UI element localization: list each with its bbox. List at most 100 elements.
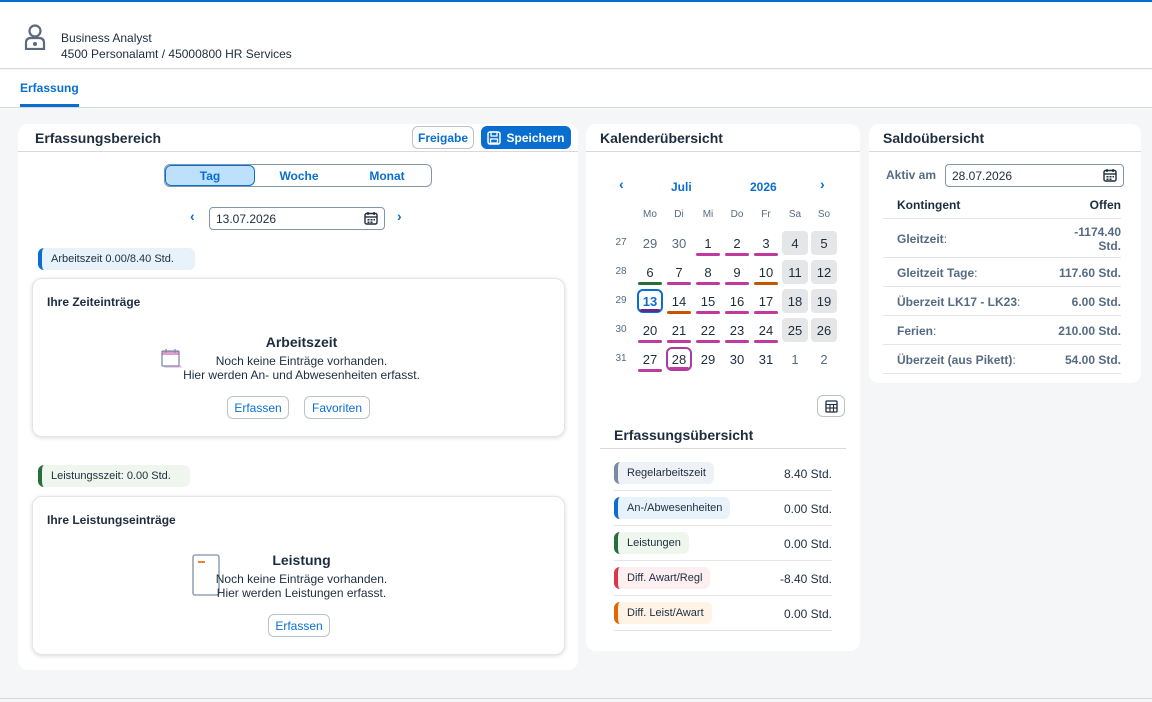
calendar-day[interactable]: 26 bbox=[811, 318, 837, 342]
abwesenheiten-tag: An-/Abwesenheiten bbox=[614, 497, 731, 519]
day-number: 5 bbox=[820, 235, 828, 251]
day-status-bar bbox=[754, 311, 778, 314]
day-number: 1 bbox=[704, 235, 712, 251]
calendar-day[interactable]: 2 bbox=[811, 347, 837, 371]
day-number: 2 bbox=[820, 351, 828, 367]
calendar-day[interactable]: 25 bbox=[782, 318, 808, 342]
calendar-day[interactable]: 2 bbox=[724, 231, 750, 256]
calendar-day[interactable]: 1 bbox=[695, 231, 721, 256]
calendar-day[interactable]: 21 bbox=[666, 318, 692, 343]
calendar-day[interactable]: 9 bbox=[724, 260, 750, 285]
calendar-day[interactable]: 13 bbox=[637, 289, 663, 313]
calendar-day[interactable]: 29 bbox=[637, 231, 663, 255]
prev-day-button[interactable]: ‹ bbox=[190, 208, 195, 224]
calendar-day[interactable]: 29 bbox=[695, 347, 721, 371]
table-icon bbox=[824, 399, 838, 413]
day-status-bar bbox=[754, 340, 778, 343]
calendar-day[interactable]: 11 bbox=[782, 260, 808, 284]
calendar-day[interactable]: 30 bbox=[666, 231, 692, 255]
date-value: 13.07.2026 bbox=[216, 211, 277, 226]
tab-bar: Erfassung bbox=[0, 70, 1152, 108]
calendar-day[interactable]: 27 bbox=[637, 347, 663, 372]
calendar-day[interactable]: 31 bbox=[753, 347, 779, 371]
day-status-bar bbox=[754, 253, 778, 256]
day-number: 27 bbox=[642, 351, 658, 367]
arbeitszeit-empty-line2: Hier werden An- und Abwesenheiten erfass… bbox=[183, 368, 420, 382]
year-label[interactable]: 2026 bbox=[750, 180, 777, 194]
week-number: 30 bbox=[615, 324, 627, 335]
day-status-bar bbox=[725, 282, 749, 285]
saldo-label-text: Überzeit (aus Pikett) bbox=[897, 353, 1013, 367]
calendar-day[interactable]: 5 bbox=[811, 231, 837, 255]
erfassung-row: Diff. Awart/Regl -8.40 Std. bbox=[614, 561, 832, 596]
saldo-value: 6.00 Std. bbox=[1071, 295, 1121, 309]
zeit-erfassen-button[interactable]: Erfassen bbox=[227, 396, 289, 419]
day-number: 3 bbox=[762, 235, 770, 251]
divider bbox=[586, 151, 860, 152]
calendar-view-button[interactable] bbox=[817, 395, 845, 417]
leistung-heading: Leistung bbox=[272, 552, 331, 568]
calendar-day[interactable]: 12 bbox=[811, 260, 837, 284]
day-number: 9 bbox=[733, 264, 741, 280]
divider bbox=[18, 151, 578, 152]
favoriten-button[interactable]: Favoriten bbox=[304, 396, 370, 419]
next-month-button[interactable]: › bbox=[820, 176, 825, 192]
calendar-day[interactable]: 8 bbox=[695, 260, 721, 285]
calendar-day[interactable]: 17 bbox=[753, 289, 779, 314]
calendar-day[interactable]: 15 bbox=[695, 289, 721, 314]
date-input[interactable]: 13.07.2026 bbox=[209, 207, 385, 230]
regelarbeitszeit-value: 8.40 Std. bbox=[783, 467, 832, 481]
week-number: 29 bbox=[615, 295, 627, 306]
week-number: 31 bbox=[615, 353, 627, 364]
calendar-day[interactable]: 24 bbox=[753, 318, 779, 343]
calendar-day[interactable]: 3 bbox=[753, 231, 779, 256]
day-number: 16 bbox=[729, 293, 745, 309]
next-day-button[interactable]: › bbox=[397, 208, 402, 224]
calendar-day[interactable]: 16 bbox=[724, 289, 750, 314]
diff-leist-awart-tag: Diff. Leist/Awart bbox=[614, 602, 712, 624]
calendar-day[interactable]: 1 bbox=[782, 347, 808, 371]
calendar-day[interactable]: 18 bbox=[782, 289, 808, 313]
calendar-day[interactable]: 7 bbox=[666, 260, 692, 285]
freigabe-button[interactable]: Freigabe bbox=[412, 126, 474, 149]
tab-erfassung[interactable]: Erfassung bbox=[20, 81, 79, 107]
day-number: 13 bbox=[642, 293, 658, 309]
abwesenheiten-value: 0.00 Std. bbox=[783, 502, 832, 516]
erfassungsuebersicht-title: Erfassungsübersicht bbox=[614, 427, 754, 443]
leistung-erfassen-button[interactable]: Erfassen bbox=[268, 614, 330, 637]
calendar-day[interactable]: 23 bbox=[724, 318, 750, 343]
aktiv-date-input[interactable]: 28.07.2026 bbox=[945, 164, 1124, 187]
calendar-day[interactable]: 19 bbox=[811, 289, 837, 313]
calendar-day[interactable]: 6 bbox=[637, 260, 663, 285]
calendar-day[interactable]: 30 bbox=[724, 347, 750, 371]
calendar-icon[interactable] bbox=[364, 211, 378, 225]
day-status-bar bbox=[638, 369, 662, 372]
segment-woche[interactable]: Woche bbox=[279, 168, 319, 183]
speichern-button[interactable]: Speichern bbox=[481, 126, 571, 149]
calendar-day[interactable]: 14 bbox=[666, 289, 692, 314]
saldo-label-suffix: : bbox=[1017, 295, 1021, 309]
prev-month-button[interactable]: ‹ bbox=[619, 176, 624, 192]
calendar-day[interactable]: 4 bbox=[782, 231, 808, 255]
segment-tag[interactable]: Tag bbox=[165, 165, 255, 186]
calendar-day[interactable]: 22 bbox=[695, 318, 721, 343]
day-number: 29 bbox=[700, 351, 716, 367]
saldo-title: Saldoübersicht bbox=[883, 130, 985, 146]
segment-monat[interactable]: Monat bbox=[369, 168, 405, 183]
calendar-icon[interactable] bbox=[1103, 168, 1117, 182]
saldo-label-suffix: : bbox=[1012, 353, 1016, 367]
zeiteintraege-title: Ihre Zeiteinträge bbox=[47, 295, 141, 309]
day-status-bar bbox=[754, 282, 778, 285]
week-number: 28 bbox=[615, 266, 627, 277]
saldo-label: Gleitzeit: bbox=[897, 232, 947, 246]
arbeitszeit-empty-line1: Noch keine Einträge vorhanden. bbox=[215, 354, 388, 368]
calendar-day[interactable]: 20 bbox=[637, 318, 663, 343]
day-number: 23 bbox=[729, 322, 745, 338]
divider bbox=[600, 448, 846, 449]
calendar-day[interactable]: 10 bbox=[753, 260, 779, 285]
leistungszeit-tag: Leistungsszeit: 0.00 Std. bbox=[38, 465, 190, 487]
month-label[interactable]: Juli bbox=[671, 180, 692, 194]
day-status-bar bbox=[667, 282, 691, 285]
calendar-day[interactable]: 28 bbox=[666, 347, 692, 371]
day-status-bar bbox=[640, 309, 660, 312]
